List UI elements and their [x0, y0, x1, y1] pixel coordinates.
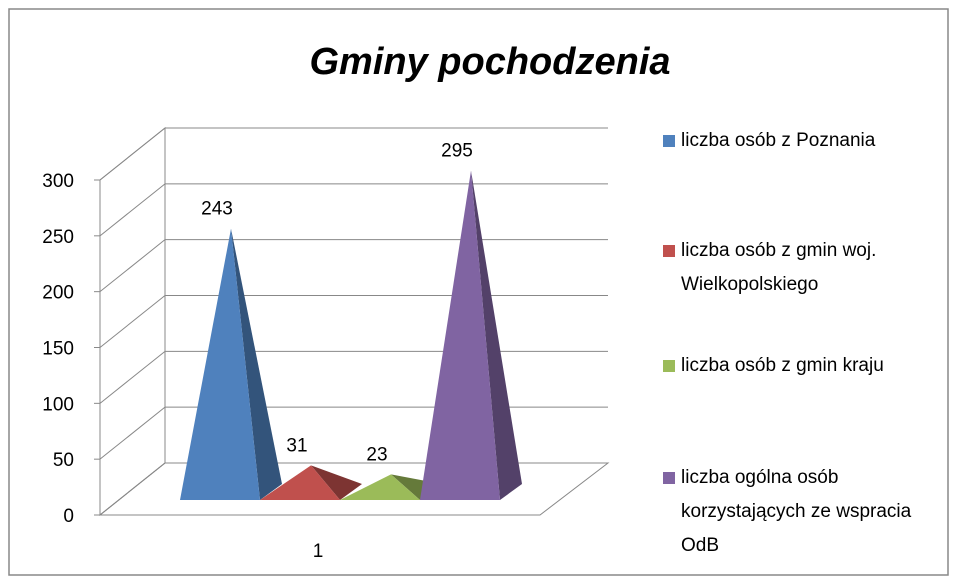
- legend-item: liczba ogólna osób korzystających ze wsp…: [663, 461, 938, 563]
- x-tick-label: 1: [313, 541, 324, 562]
- pyramid: [180, 228, 260, 500]
- data-label: 23: [366, 444, 387, 465]
- pyramid: [340, 474, 420, 500]
- pyramid: [260, 465, 340, 500]
- legend-swatch: [663, 135, 675, 147]
- pyramid-side: [391, 474, 442, 500]
- legend-swatch: [663, 245, 675, 257]
- pyramid-side: [231, 228, 282, 500]
- grid-depth-line: [99, 239, 166, 293]
- y-tick-label: 200: [42, 283, 74, 304]
- grid-depth-line: [99, 350, 166, 404]
- legend-label: liczba osób z gmin woj. Wielkopolskiego: [681, 240, 877, 295]
- legend-label: liczba ogólna osób korzystających ze wsp…: [681, 467, 912, 556]
- grid-depth-line: [99, 183, 166, 237]
- y-tick-label: 300: [42, 171, 74, 192]
- y-tick-label: 150: [42, 339, 74, 360]
- y-tick-label: 50: [53, 450, 74, 471]
- chart-title: Gminy pochodzenia: [309, 41, 670, 83]
- y-tick-label: 250: [42, 227, 74, 248]
- grid-depth-line: [99, 295, 166, 348]
- data-label: 243: [201, 199, 233, 220]
- grid-depth-line: [99, 127, 166, 181]
- pyramid-side: [311, 465, 362, 500]
- legend-item: liczba osób z gmin kraju: [663, 349, 938, 383]
- y-tick-label: 100: [42, 394, 74, 415]
- y-tick-label: 0: [63, 506, 74, 527]
- legend-swatch: [663, 472, 675, 484]
- data-label: 295: [441, 141, 473, 162]
- grid-depth-line: [99, 406, 166, 460]
- data-label: 31: [286, 435, 307, 456]
- grid-depth-line: [99, 462, 166, 516]
- legend-label: liczba osób z gmin kraju: [681, 355, 884, 376]
- legend-label: liczba osób z Poznania: [681, 130, 876, 151]
- pyramid-side: [471, 170, 522, 501]
- legend-swatch: [663, 360, 675, 372]
- legend-item: liczba osób z Poznania: [663, 124, 938, 158]
- pyramid: [420, 170, 500, 501]
- legend-item: liczba osób z gmin woj. Wielkopolskiego: [663, 234, 938, 302]
